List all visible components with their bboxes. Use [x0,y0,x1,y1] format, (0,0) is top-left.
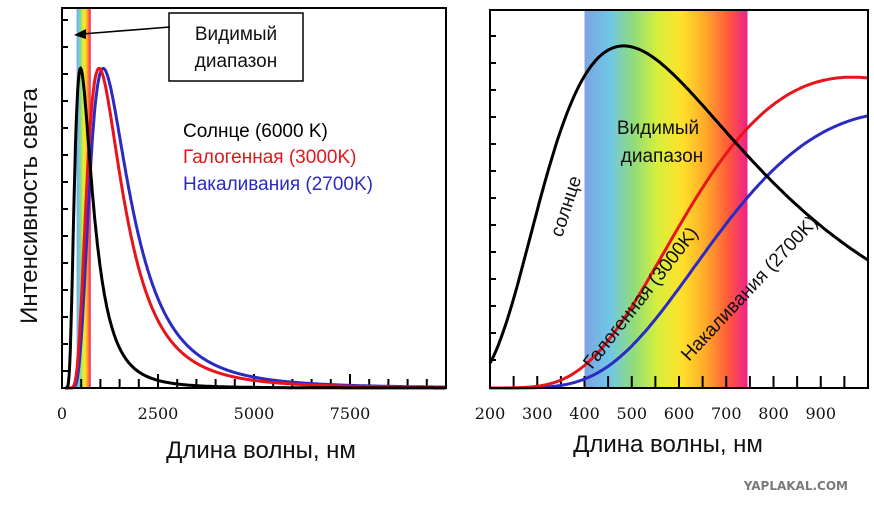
series-line-2 [490,114,869,390]
x-tick-label: 800 [758,404,789,423]
label-sun: солнце [547,173,586,239]
x-tick-label: 900 [805,404,836,423]
annotation-arrowhead [74,29,86,39]
series-line-1 [490,75,869,390]
x-tick-label: 700 [711,404,742,423]
series-line-1 [65,66,446,390]
y-axis-title: Интенсивность света [16,87,43,324]
annotation-line-2: диапазон [195,51,277,72]
left-chart: 0 2500 5000 7500 Интенсивность света Длина … [16,7,447,464]
watermark: YAPLAKAL.COM [743,479,848,493]
annotation-line-2: диапазон [621,146,703,167]
x-axis-title: Длина волны, нм [573,431,763,458]
legend-sun: Солнце (6000 K) [183,121,328,142]
x-tick-label: 300 [522,404,553,423]
x-tick-label: 2500 [138,404,179,423]
x-axis-title: Длина волны, нм [166,437,356,464]
x-tick-label: 500 [616,404,647,423]
annotation-line-1: Видимый [617,118,699,139]
annotation-line-1: Видимый [195,24,277,45]
plot-frame [61,7,447,389]
x-tick-label: 7500 [330,404,371,423]
x-tick-label: 600 [664,404,695,423]
legend-halogen: Галогенная (3000K) [183,147,356,168]
visible-band [584,10,748,388]
x-tick-labels: 200 300 400 500 600 700 800 900 [475,404,836,423]
series-lines [65,66,446,390]
annotation-box [168,12,304,82]
visible-band [76,8,91,388]
x-tick-labels: 0 2500 5000 7500 [57,404,370,423]
legend-incandescent: Накаливания (2700K) [183,174,373,195]
x-tick-label: 200 [475,404,506,423]
series-lines [488,44,869,390]
x-tick-label: 0 [57,404,67,423]
series-line-2 [65,66,446,390]
right-chart: 200 300 400 500 600 700 800 900 Длина волны, нм… [475,9,869,458]
annotation-arrow [81,26,171,35]
plot-frame [489,9,869,389]
series-line-0 [65,66,446,390]
x-tick-label: 400 [569,404,600,423]
x-tick-label: 5000 [234,404,275,423]
series-line-0 [488,44,869,364]
